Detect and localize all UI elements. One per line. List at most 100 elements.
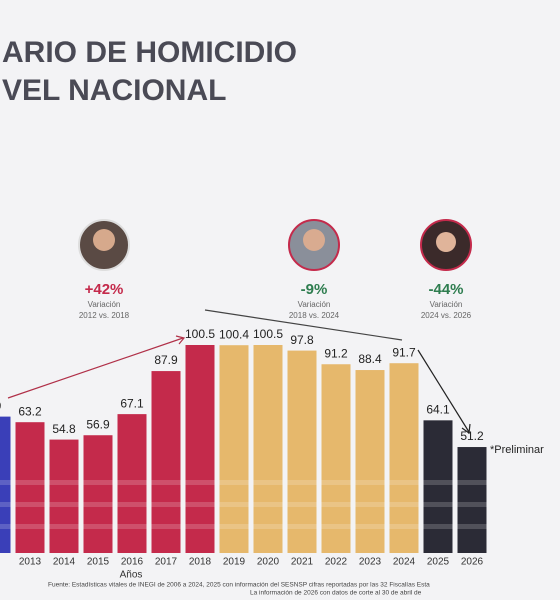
bar-reflection [185, 524, 215, 529]
bar-reflection [0, 480, 11, 485]
bar-reflection [253, 502, 283, 507]
bar [117, 414, 147, 553]
x-tick-label: 2026 [461, 557, 484, 568]
variation-percent: -9% [301, 281, 328, 298]
arrow [7, 337, 184, 399]
bar-reflection [457, 524, 487, 529]
bar-reflection [253, 524, 283, 529]
variation-caption: Variación [430, 300, 463, 309]
value-label: 91.7 [392, 345, 416, 359]
portrait-face [303, 229, 325, 251]
bar-reflection [49, 524, 79, 529]
bar [185, 345, 215, 553]
variation-caption: Variación [298, 300, 331, 309]
value-label: 64.1 [426, 403, 450, 417]
bar [287, 350, 317, 553]
bar [151, 371, 181, 553]
bar-reflection [185, 480, 215, 485]
arrow-head [175, 335, 186, 345]
value-label: 97.8 [290, 333, 314, 347]
variation-percent: +42% [85, 281, 124, 298]
value-label: 67.1 [120, 396, 144, 410]
arrow [204, 309, 403, 341]
x-axis-label: Años [120, 570, 143, 581]
bar-reflection [355, 480, 385, 485]
value-label: 100.4 [219, 327, 249, 341]
portrait-face [93, 229, 115, 251]
bar [355, 370, 385, 553]
bar [423, 420, 453, 553]
variation-caption: Variación [88, 300, 121, 309]
bar-reflection [15, 524, 45, 529]
title-line: VEL NACIONAL [2, 74, 226, 107]
bar-reflection [321, 480, 351, 485]
bar-reflection [423, 502, 453, 507]
value-label: 87.9 [154, 353, 178, 367]
bar-reflection [423, 524, 453, 529]
x-tick-label: 2022 [325, 557, 348, 568]
source: Fuente: Estadísticas vitales de INEGI de… [48, 582, 430, 589]
value-label: 91.2 [324, 346, 348, 360]
bar-reflection [117, 524, 147, 529]
x-tick-label: 2015 [87, 557, 110, 568]
bar-reflection [219, 524, 249, 529]
bar [321, 364, 351, 553]
bar-reflection [49, 502, 79, 507]
bar-reflection [15, 480, 45, 485]
trend-arrows [7, 309, 471, 435]
value-label: 56.9 [86, 417, 110, 431]
value-label: 100.5 [185, 327, 215, 341]
x-tick-label: 2025 [427, 557, 450, 568]
bar-reflection [0, 524, 11, 529]
bar-reflection [83, 502, 113, 507]
bar [0, 416, 11, 553]
value-label: 54.8 [52, 422, 76, 436]
x-tick-label: 2021 [291, 557, 314, 568]
value-label: 100.5 [253, 327, 283, 341]
bar-reflection [389, 502, 419, 507]
x-tick-label: 2014 [53, 557, 76, 568]
bar-reflection [287, 480, 317, 485]
bar [83, 435, 113, 553]
value-label: 51.2 [460, 429, 484, 443]
bar-reflection [219, 502, 249, 507]
bar-reflection [321, 502, 351, 507]
arrow [417, 349, 470, 433]
bar [15, 422, 45, 553]
variation-period: 2018 vs. 2024 [289, 311, 340, 320]
variation-percent: -44% [428, 281, 463, 298]
bar [219, 345, 249, 553]
x-tick-label: 2016 [121, 557, 144, 568]
bar-reflection [355, 502, 385, 507]
bar-reflection [287, 502, 317, 507]
bar-reflection [253, 480, 283, 485]
value-label: 63.2 [18, 404, 42, 418]
x-tick-label: 2018 [189, 557, 212, 568]
bar-reflection [15, 502, 45, 507]
variation-period: 2024 vs. 2026 [421, 311, 472, 320]
bar-reflection [389, 524, 419, 529]
x-tick-label: 2019 [223, 557, 246, 568]
bar-reflection [457, 502, 487, 507]
bar-reflection [287, 524, 317, 529]
bar-reflection [151, 524, 181, 529]
bar-reflection [83, 480, 113, 485]
bar [49, 439, 79, 553]
title-line: ARIO DE HOMICIDIO [2, 36, 297, 69]
bar-reflection [151, 480, 181, 485]
x-tick-label: 2017 [155, 557, 178, 568]
bar-reflection [117, 480, 147, 485]
x-tick-label: 2020 [257, 557, 280, 568]
portrait-face [436, 232, 456, 252]
x-tick-label: 2023 [359, 557, 382, 568]
bar-reflection [151, 502, 181, 507]
source: La información de 2026 con datos de cort… [250, 590, 422, 597]
bar [253, 345, 283, 553]
bar [389, 363, 419, 553]
bar-reflection [321, 524, 351, 529]
bar-reflection [117, 502, 147, 507]
bar-reflection [49, 480, 79, 485]
arrow-head [461, 423, 471, 435]
bar-reflection [83, 524, 113, 529]
